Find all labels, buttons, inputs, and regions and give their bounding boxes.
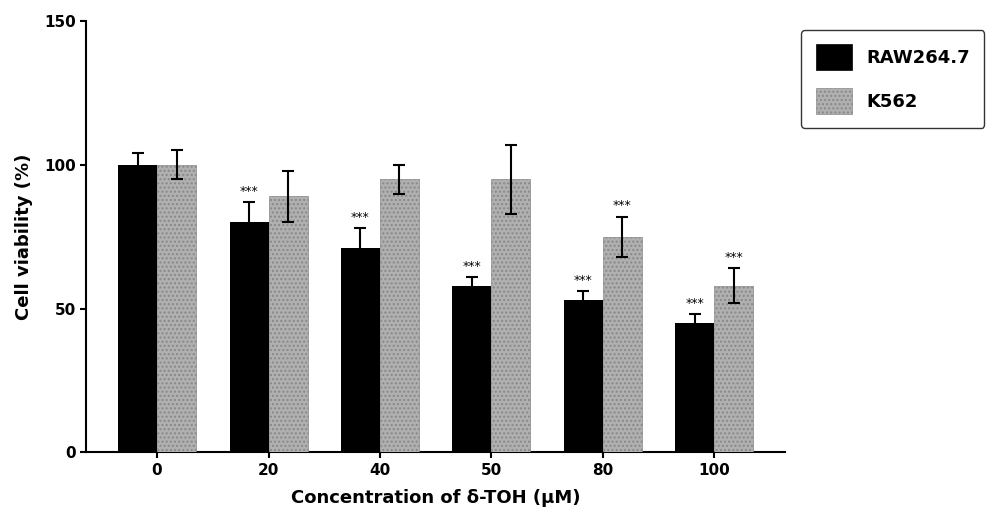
Text: ***: *** (351, 211, 370, 224)
Y-axis label: Cell viability (%): Cell viability (%) (15, 153, 33, 320)
Bar (341, 248, 380, 453)
Text: ***: *** (574, 274, 593, 287)
Bar (714, 286, 753, 453)
Text: ***: *** (685, 297, 704, 310)
Text: ***: *** (463, 259, 481, 272)
Bar (269, 196, 308, 453)
Bar (230, 222, 269, 453)
Bar (452, 286, 491, 453)
Bar (603, 237, 642, 453)
Bar (491, 179, 530, 453)
Bar (380, 179, 419, 453)
Bar (675, 323, 714, 453)
Text: ***: *** (240, 185, 258, 198)
Bar (118, 165, 157, 453)
Bar (157, 165, 196, 453)
Legend: RAW264.7, K562: RAW264.7, K562 (801, 30, 984, 128)
Text: ***: *** (725, 251, 743, 264)
Bar (564, 300, 603, 453)
Text: ***: *** (613, 199, 632, 212)
X-axis label: Concentration of δ-TOH (μM): Concentration of δ-TOH (μM) (291, 489, 580, 507)
